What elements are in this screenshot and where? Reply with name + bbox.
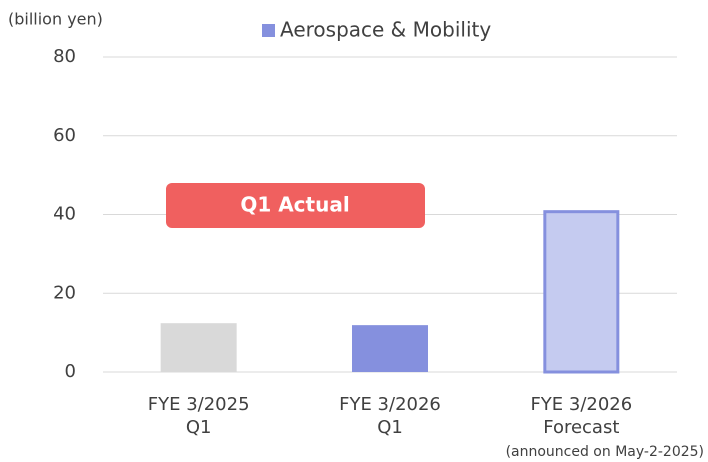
legend-label: Aerospace & Mobility (280, 18, 491, 42)
y-tick-label: 80 (53, 46, 76, 67)
x-tick-label: FYE 3/2025 (148, 394, 250, 415)
x-tick-label: Q1 (377, 417, 403, 438)
x-tick-label: FYE 3/2026 (339, 394, 441, 415)
annotation-note: (announced on May-2-2025) (506, 444, 704, 460)
x-tick-label: Forecast (543, 417, 619, 438)
annotation-box (166, 183, 425, 228)
y-tick-label: 60 (53, 125, 76, 146)
y-axis-label: (billion yen) (8, 10, 103, 29)
legend-swatch (262, 24, 275, 37)
bar (352, 325, 428, 372)
y-tick-label: 0 (65, 361, 76, 382)
bar (160, 323, 237, 372)
y-tick-label: 40 (53, 204, 76, 225)
bar (543, 210, 620, 374)
x-tick-label: FYE 3/2026 (530, 394, 632, 415)
x-tick-label: Q1 (186, 417, 212, 438)
y-tick-label: 20 (53, 282, 76, 303)
annotation-label: Q1 Actual (240, 193, 349, 217)
